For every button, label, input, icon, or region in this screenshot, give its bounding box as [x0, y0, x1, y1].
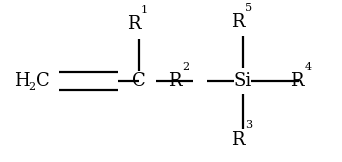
Text: R: R	[231, 13, 244, 31]
Text: C: C	[36, 72, 50, 90]
Text: R: R	[127, 15, 140, 33]
Text: R: R	[168, 72, 181, 90]
Text: 2: 2	[182, 62, 189, 72]
Text: 5: 5	[245, 3, 252, 13]
Text: 2: 2	[29, 82, 36, 92]
Text: C: C	[132, 72, 145, 90]
Text: 4: 4	[304, 62, 312, 72]
Text: R: R	[290, 72, 304, 90]
Text: H: H	[14, 72, 30, 90]
Text: Si: Si	[233, 72, 252, 90]
Text: 1: 1	[141, 5, 148, 15]
Text: R: R	[231, 131, 244, 149]
Text: 3: 3	[245, 120, 252, 130]
